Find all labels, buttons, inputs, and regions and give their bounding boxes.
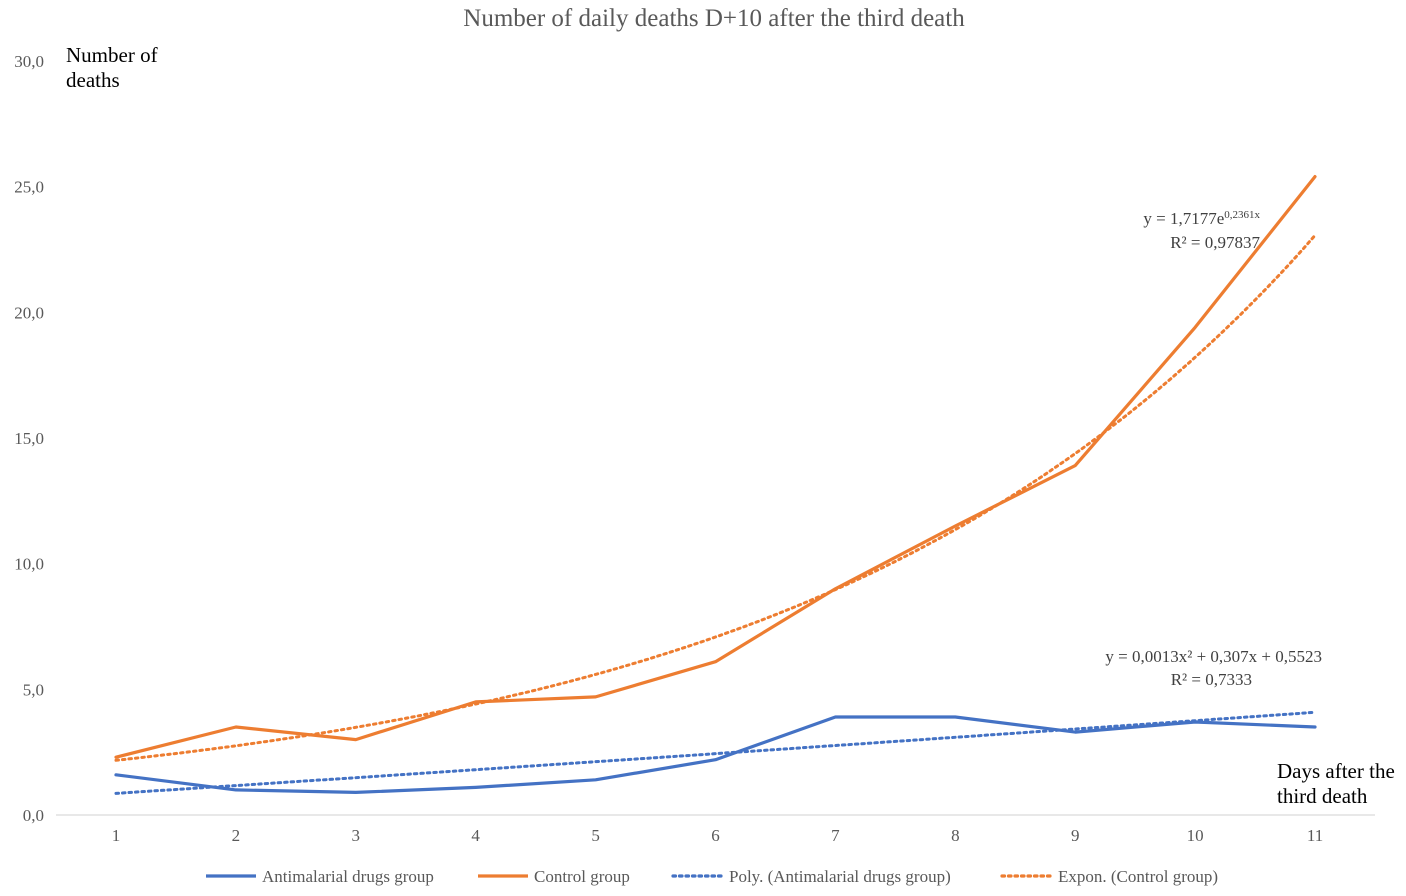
legend-entry: Antimalarial drugs group <box>262 867 434 886</box>
x-tick-label: 4 <box>471 826 480 845</box>
x-tick-label: 7 <box>831 826 840 845</box>
axes: 0,0 5,0 10,0 15,0 20,0 25,0 30,0 1 2 3 4 5 6 7 8 9 10 11 <box>14 52 1375 845</box>
equation-annotations: y = 1,7177e0,2361x R² = 0,97837 y = 0,0013… <box>1105 209 1322 689</box>
x-tick-label: 1 <box>112 826 121 845</box>
data-series <box>114 175 1317 795</box>
y-tick-label: 5,0 <box>23 680 44 699</box>
x-tick-label: 2 <box>232 826 241 845</box>
y-tick-label: 20,0 <box>14 303 44 322</box>
trendline <box>114 233 1317 762</box>
equation-text: y = 0,0013x² + 0,307x + 0,5523 <box>1105 647 1322 666</box>
x-axis-label: Days after the <box>1277 759 1395 783</box>
series-line <box>114 175 1317 759</box>
legend-entry: Expon. (Control group) <box>1058 867 1218 886</box>
x-tick-label: 9 <box>1071 826 1080 845</box>
x-tick-label: 11 <box>1307 826 1323 845</box>
y-tick-label: 30,0 <box>14 52 44 71</box>
x-tick-label: 8 <box>951 826 960 845</box>
y-axis-label: deaths <box>66 68 120 92</box>
x-tick-label: 5 <box>591 826 600 845</box>
equation-text: y = 1,7177e0,2361x <box>1143 209 1260 228</box>
trendlines <box>114 233 1317 795</box>
y-tick-label: 0,0 <box>23 806 44 825</box>
legend: Antimalarial drugs group Control group Pol… <box>206 867 1218 886</box>
trendline <box>114 710 1317 795</box>
y-tick-label: 10,0 <box>14 555 44 574</box>
y-tick-label: 25,0 <box>14 178 44 197</box>
y-tick-label: 15,0 <box>14 429 44 448</box>
legend-entry: Control group <box>534 867 630 886</box>
x-tick-label: 3 <box>352 826 361 845</box>
x-axis-label: third death <box>1277 784 1368 808</box>
x-tick-label: 6 <box>711 826 720 845</box>
equation-text: R² = 0,97837 <box>1170 233 1260 252</box>
x-tick-label: 10 <box>1187 826 1204 845</box>
legend-entry: Poly. (Antimalarial drugs group) <box>729 867 951 886</box>
chart-title: Number of daily deaths D+10 after the th… <box>463 5 965 32</box>
y-axis-label: Number of <box>66 43 158 67</box>
equation-text: R² = 0,7333 <box>1171 670 1252 689</box>
series-line <box>114 715 1317 795</box>
